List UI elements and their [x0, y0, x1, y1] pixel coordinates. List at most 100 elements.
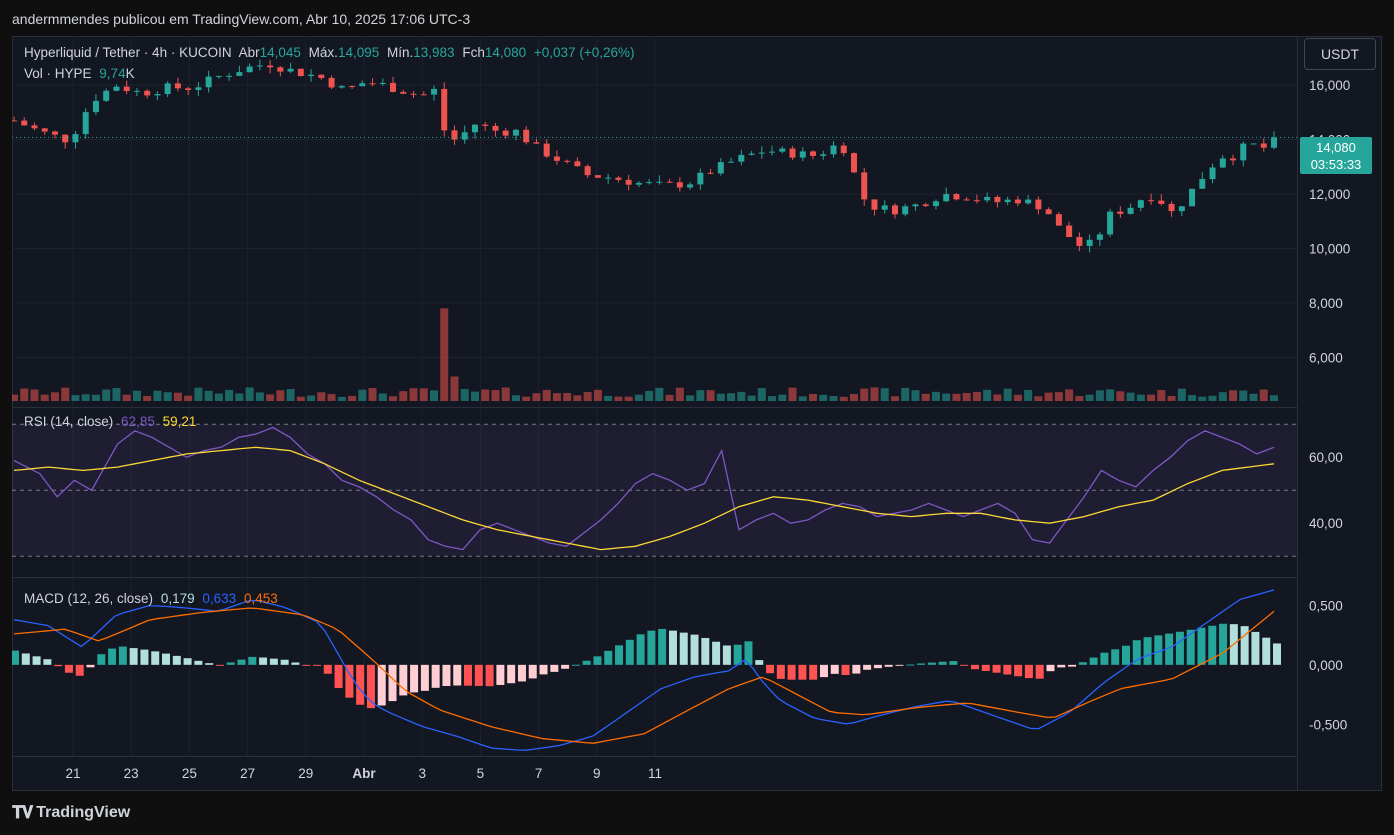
rsi-ma-line [13, 446, 1275, 551]
volume-bar [12, 394, 18, 401]
tradingview-brand[interactable]: 𝐓𝐕 TradingView [12, 803, 130, 823]
price-tick-label: 10,000 [1309, 241, 1350, 256]
macd-histogram-bar [507, 664, 516, 684]
candle-body [400, 91, 407, 94]
candle-body [226, 75, 233, 77]
macd-histogram-bar [733, 644, 742, 665]
volume-bar [1126, 392, 1135, 401]
candle-body [676, 182, 683, 188]
time-tick-label: Abr [352, 766, 376, 781]
candle-body [1189, 188, 1196, 207]
volume-bar [983, 389, 992, 401]
time-tick-label: 23 [124, 766, 139, 781]
volume-bar [1218, 392, 1227, 401]
price-axis: 16,00014,00012,00010,0008,0006,00060,004… [1309, 78, 1350, 732]
macd-histogram-bar [668, 630, 677, 665]
candle-body [840, 145, 847, 154]
volume-bar [1116, 391, 1125, 401]
volume-bar [163, 392, 172, 401]
candle-body [1219, 158, 1226, 168]
candle-body [615, 177, 622, 180]
macd-histogram-bar [1143, 637, 1152, 665]
volume-bar [665, 394, 674, 401]
volume-bar [921, 393, 930, 401]
candle-body [246, 66, 253, 73]
volume-bar [737, 391, 746, 401]
candle-body [973, 200, 980, 202]
macd-histogram-bar [1111, 649, 1120, 665]
volume-bar [511, 395, 520, 401]
candle-body [431, 88, 437, 95]
volume-bar [91, 394, 100, 401]
macd-histogram-bar [366, 664, 375, 709]
price-axis-separator [1297, 36, 1298, 791]
macd-histogram-bar [528, 664, 537, 679]
candle-body [994, 196, 1001, 203]
macd-histogram-bar [841, 664, 850, 676]
volume-bar [645, 390, 654, 401]
volume-bar [1239, 390, 1248, 401]
candle-body [1137, 200, 1144, 208]
candle-body [820, 154, 827, 156]
candle-body [564, 160, 571, 162]
volume-bar [430, 390, 438, 401]
candle-body [584, 166, 591, 176]
price-tick-label: 12,000 [1309, 187, 1350, 202]
volume-bar [634, 394, 643, 401]
candle-body [1004, 199, 1011, 203]
volume-bar [470, 391, 479, 401]
candle-body [902, 206, 909, 215]
macd-histogram-bar [1089, 657, 1098, 665]
time-tick-label: 25 [182, 766, 197, 781]
macd-histogram-bar [108, 648, 117, 665]
volume-bars [12, 308, 1278, 401]
chart-canvas[interactable]: 16,00014,00012,00010,0008,0006,00060,004… [12, 36, 1382, 791]
rsi-tick-label: 60,00 [1309, 450, 1343, 465]
chart-frame [12, 36, 1382, 791]
pane-separator-rsi [12, 407, 1297, 408]
macd-histogram-bar [1003, 664, 1012, 675]
candle-body [1045, 209, 1052, 215]
currency-button[interactable]: USDT [1304, 38, 1376, 70]
close-label: Fch [462, 45, 485, 60]
volume-bar [143, 396, 152, 401]
macd-histogram-bar [388, 664, 397, 702]
macd-histogram-bar [496, 664, 505, 685]
volume-bar [727, 393, 736, 401]
high-value: 14,095 [337, 45, 380, 60]
candle-body [769, 151, 776, 153]
volume-bar [880, 388, 889, 401]
volume-bar [1167, 396, 1176, 401]
macd-histogram-bar [140, 649, 149, 665]
volume-bar [1229, 390, 1238, 401]
macd-histogram-bar [992, 664, 1001, 673]
candle-body [1178, 206, 1185, 212]
candle-body [922, 204, 929, 207]
attribution-text: andermmendes publicou em TradingView.com… [12, 11, 471, 27]
volume-bar [40, 394, 49, 401]
candle-body [1127, 207, 1134, 214]
macd-histogram-bar [377, 664, 386, 706]
volume-bar [266, 394, 275, 401]
volume-bar [839, 396, 848, 401]
macd-histogram-bar [1186, 629, 1195, 665]
volume-bar [819, 394, 828, 401]
candle-body [1199, 179, 1206, 189]
macd-histogram-bar [582, 660, 591, 665]
candle-body [256, 65, 263, 67]
volume-bar [337, 396, 346, 401]
close-value: 14,080 [484, 45, 527, 60]
macd-histogram-bar [280, 659, 289, 665]
macd-histogram-bar [1100, 652, 1109, 665]
volume-bar [132, 390, 141, 401]
macd-histogram-bar [1175, 631, 1184, 665]
brand-label: TradingView [36, 804, 131, 821]
candle-body [1076, 237, 1083, 246]
candle-body [144, 90, 151, 96]
candle-body [1025, 199, 1032, 204]
volume-unit: K [125, 66, 135, 81]
macd-histogram-bar [345, 664, 354, 698]
volume-bar [481, 389, 490, 401]
macd-tick-label: -0,500 [1309, 717, 1347, 732]
volume-bar [1085, 394, 1094, 401]
